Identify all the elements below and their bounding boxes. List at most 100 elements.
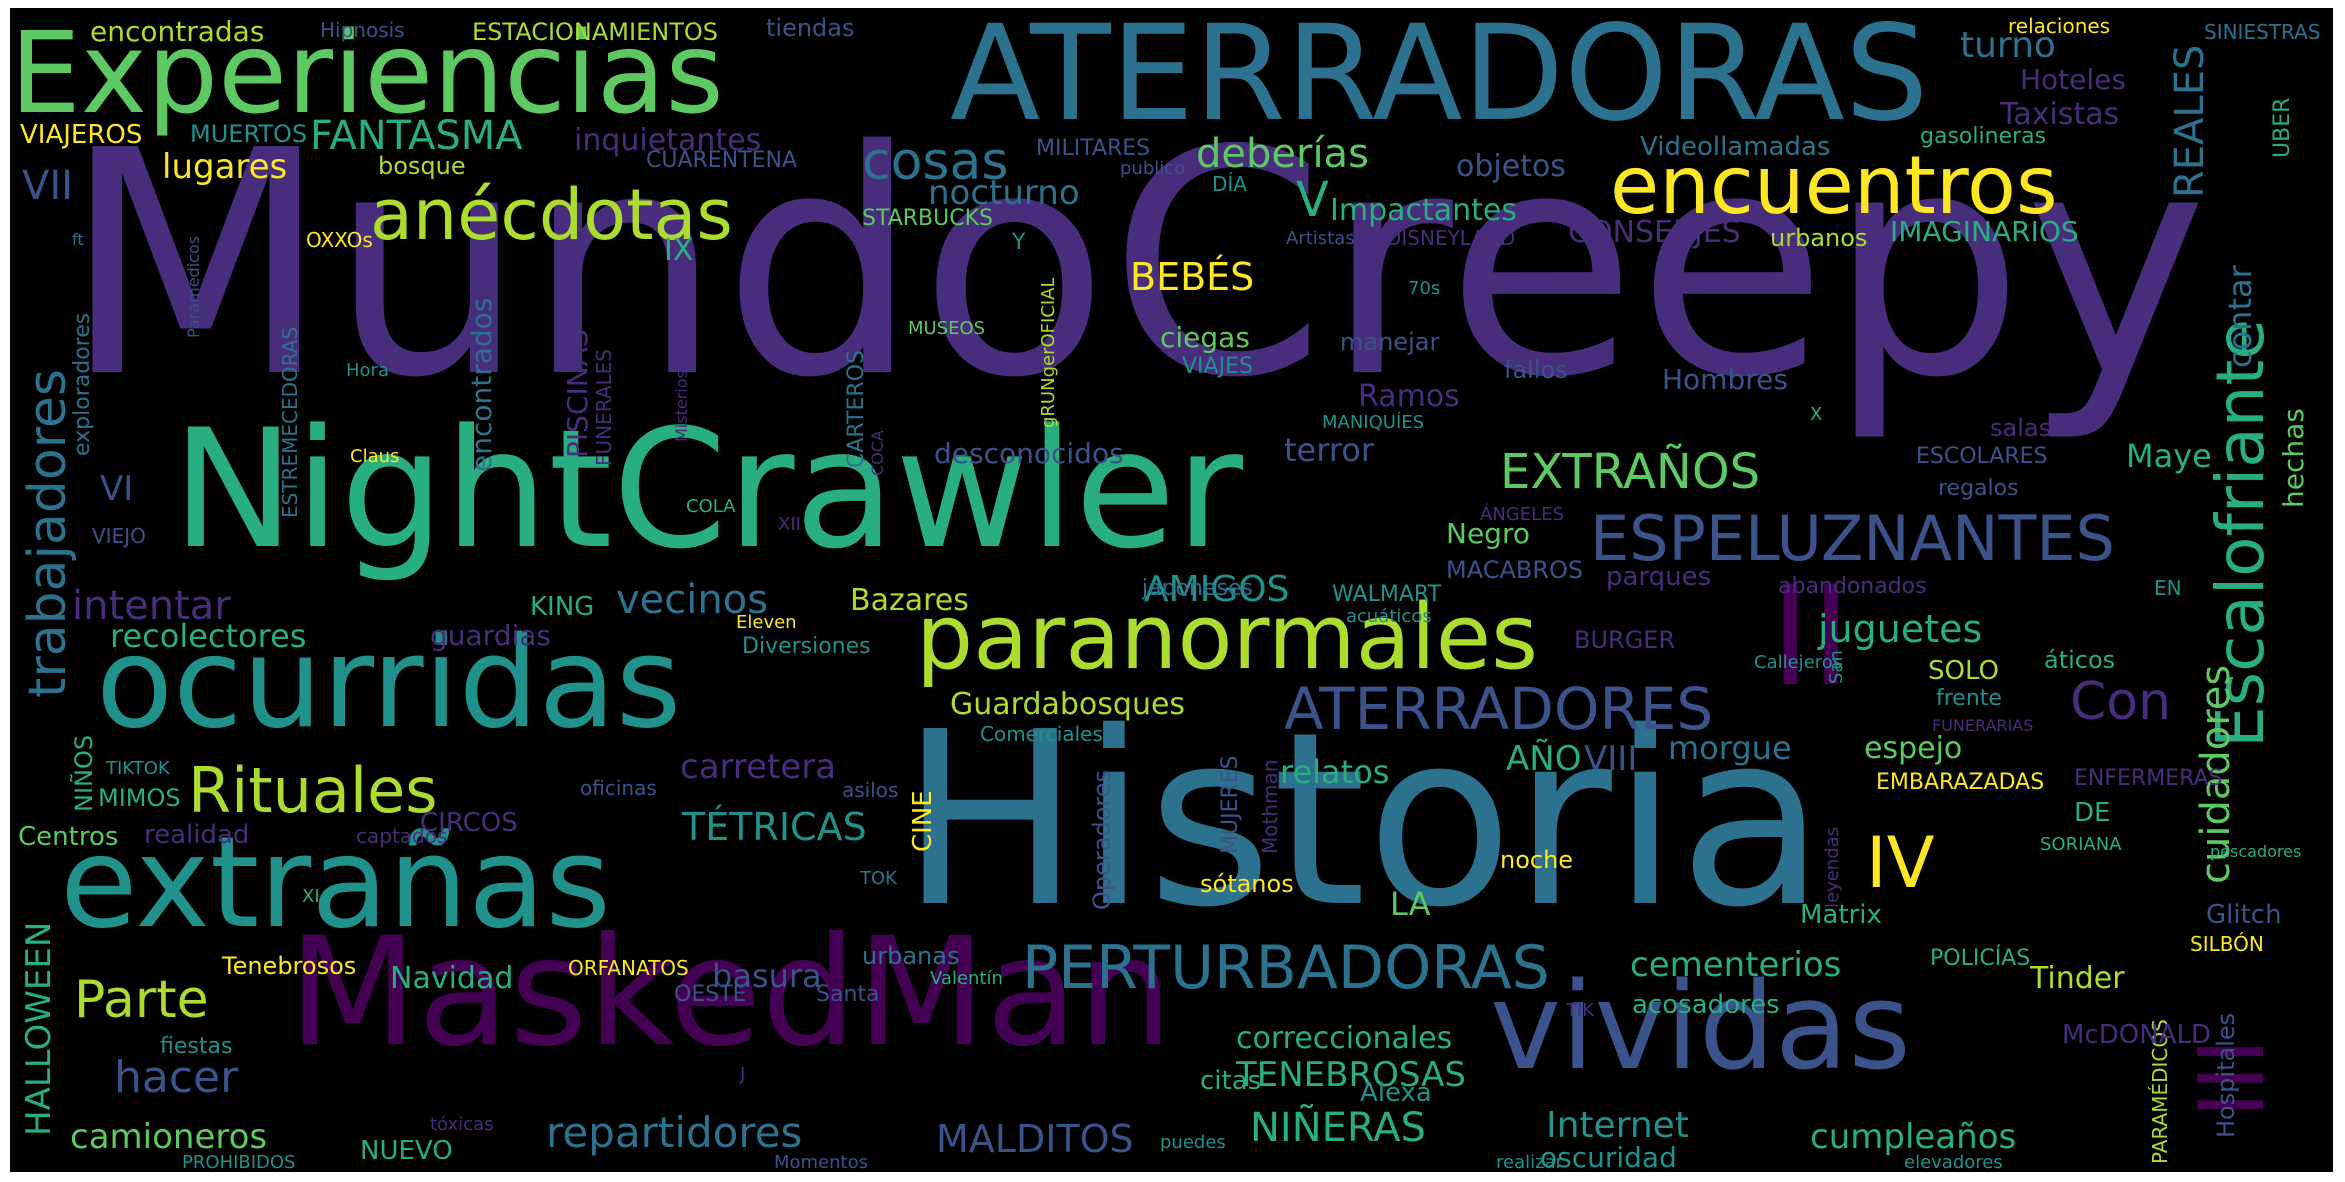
word: TOK <box>860 868 897 889</box>
word: oficinas <box>580 776 657 800</box>
word: Rituales <box>188 754 438 827</box>
word: Ramos <box>1358 379 1460 414</box>
word: VI <box>100 469 134 509</box>
word: CUARENTENA <box>646 148 798 173</box>
word: Alexa <box>1360 1078 1432 1108</box>
word: Paramedicos <box>184 235 203 338</box>
word: turno <box>1960 25 2056 66</box>
word: recolectores <box>110 617 307 655</box>
word: II <box>1770 556 1852 717</box>
word: FUNERARIAS <box>1932 716 2034 735</box>
word: japoneses <box>1142 576 1253 601</box>
word: CONSERJES <box>1568 215 1741 250</box>
word: Matrix <box>1800 900 1882 930</box>
word: noche <box>1500 846 1574 874</box>
word: contar <box>2221 265 2259 368</box>
word: Operadores <box>1088 770 1116 910</box>
word: DE <box>2074 798 2111 828</box>
word: TENEBROSAS <box>1236 1055 1466 1095</box>
word: trabajadores <box>18 369 78 698</box>
word: VIAJEROS <box>20 120 143 150</box>
word: Y <box>1012 230 1026 255</box>
word: oscuridad <box>1540 1141 1677 1172</box>
word: DÍA <box>1212 172 1247 196</box>
word: PERTURBADORAS <box>1022 933 1550 1003</box>
word: VII <box>22 163 73 209</box>
word: Diversiones <box>742 634 871 659</box>
word: ft <box>72 230 84 249</box>
word: vecinos <box>616 577 769 623</box>
word: Tenebrosos <box>222 952 357 980</box>
word: ciegas <box>1160 321 1250 354</box>
word: objetos <box>1456 149 1566 184</box>
word: cementerios <box>1630 945 1842 985</box>
word: ESTACIONAMIENTOS <box>472 18 718 46</box>
word: Taxistas <box>2000 97 2120 132</box>
word: LA <box>1390 885 1431 923</box>
word: Valentín <box>930 968 1003 989</box>
word: TIKTOK <box>106 758 170 779</box>
word: gasolineras <box>1920 124 2047 149</box>
word: Comerciales <box>980 722 1103 746</box>
word: Hospitales <box>2212 1012 2240 1138</box>
word: McDONALD <box>2062 1020 2211 1050</box>
word: OESTE <box>674 982 747 1007</box>
word: Mothman <box>1258 759 1282 854</box>
word: EXTRAÑOS <box>1500 444 1761 500</box>
word: hechas <box>2277 408 2310 508</box>
word: repartidores <box>546 1108 803 1157</box>
word: Eleven <box>736 612 797 633</box>
word: XI <box>302 886 320 907</box>
word: KING <box>530 592 595 622</box>
word: MUERTOS <box>190 120 308 148</box>
word: Navidad <box>390 961 514 996</box>
word: NIÑERAS <box>1250 1105 1426 1151</box>
word: MUJERES <box>1218 755 1243 854</box>
word: ORFANATOS <box>568 956 689 980</box>
word: Misteriosas <box>672 352 691 442</box>
word: leyendas <box>1822 826 1843 908</box>
word: MACABROS <box>1446 556 1584 584</box>
word: Guardabosques <box>950 687 1186 722</box>
word: basura <box>712 957 822 995</box>
word: MALDITOS <box>936 1117 1134 1161</box>
word: desconocidos <box>934 437 1124 470</box>
word: J <box>740 1064 746 1085</box>
word: Artistas <box>1286 228 1355 249</box>
word: COLA <box>686 496 736 517</box>
word: NightCrawler <box>172 394 1244 585</box>
word: tiendas <box>766 14 855 42</box>
word: correccionales <box>1236 1021 1453 1056</box>
word: San <box>1826 650 1847 684</box>
word: elevadores <box>1904 1152 2003 1172</box>
word: V <box>1296 172 1329 228</box>
word: AÑO <box>1506 739 1582 779</box>
word: anécdotas <box>370 174 733 256</box>
word: OXXOs <box>306 228 373 252</box>
word: espejo <box>1864 731 1963 766</box>
word: IV <box>1866 822 1935 904</box>
word: IMAGINARIOS <box>1890 215 2079 248</box>
word: lugares <box>162 147 288 187</box>
word: ESPELUZNANTES <box>1590 502 2115 575</box>
word: DISNEYLAND <box>1386 226 1516 250</box>
word: encontradas <box>90 15 265 48</box>
word: WALMART <box>1332 582 1442 607</box>
word: STARBUCKS <box>862 206 993 231</box>
word: CARTEROS <box>844 349 869 468</box>
word: X <box>1810 404 1823 425</box>
word: extrañas <box>60 809 612 956</box>
word: Hombres <box>1662 363 1788 396</box>
word: Hipnosis <box>320 18 405 42</box>
word: manejar <box>1340 328 1440 356</box>
word: frente <box>1936 686 2002 711</box>
word: ATERRADORAS <box>950 8 1929 151</box>
word: urbanos <box>1770 224 1868 252</box>
word: vividas <box>1490 958 1911 1097</box>
word: cosas <box>862 132 1009 192</box>
word: Con <box>2070 672 2172 732</box>
word: áticos <box>2044 646 2116 674</box>
word: COCA <box>868 430 887 476</box>
word: asilos <box>842 778 899 802</box>
